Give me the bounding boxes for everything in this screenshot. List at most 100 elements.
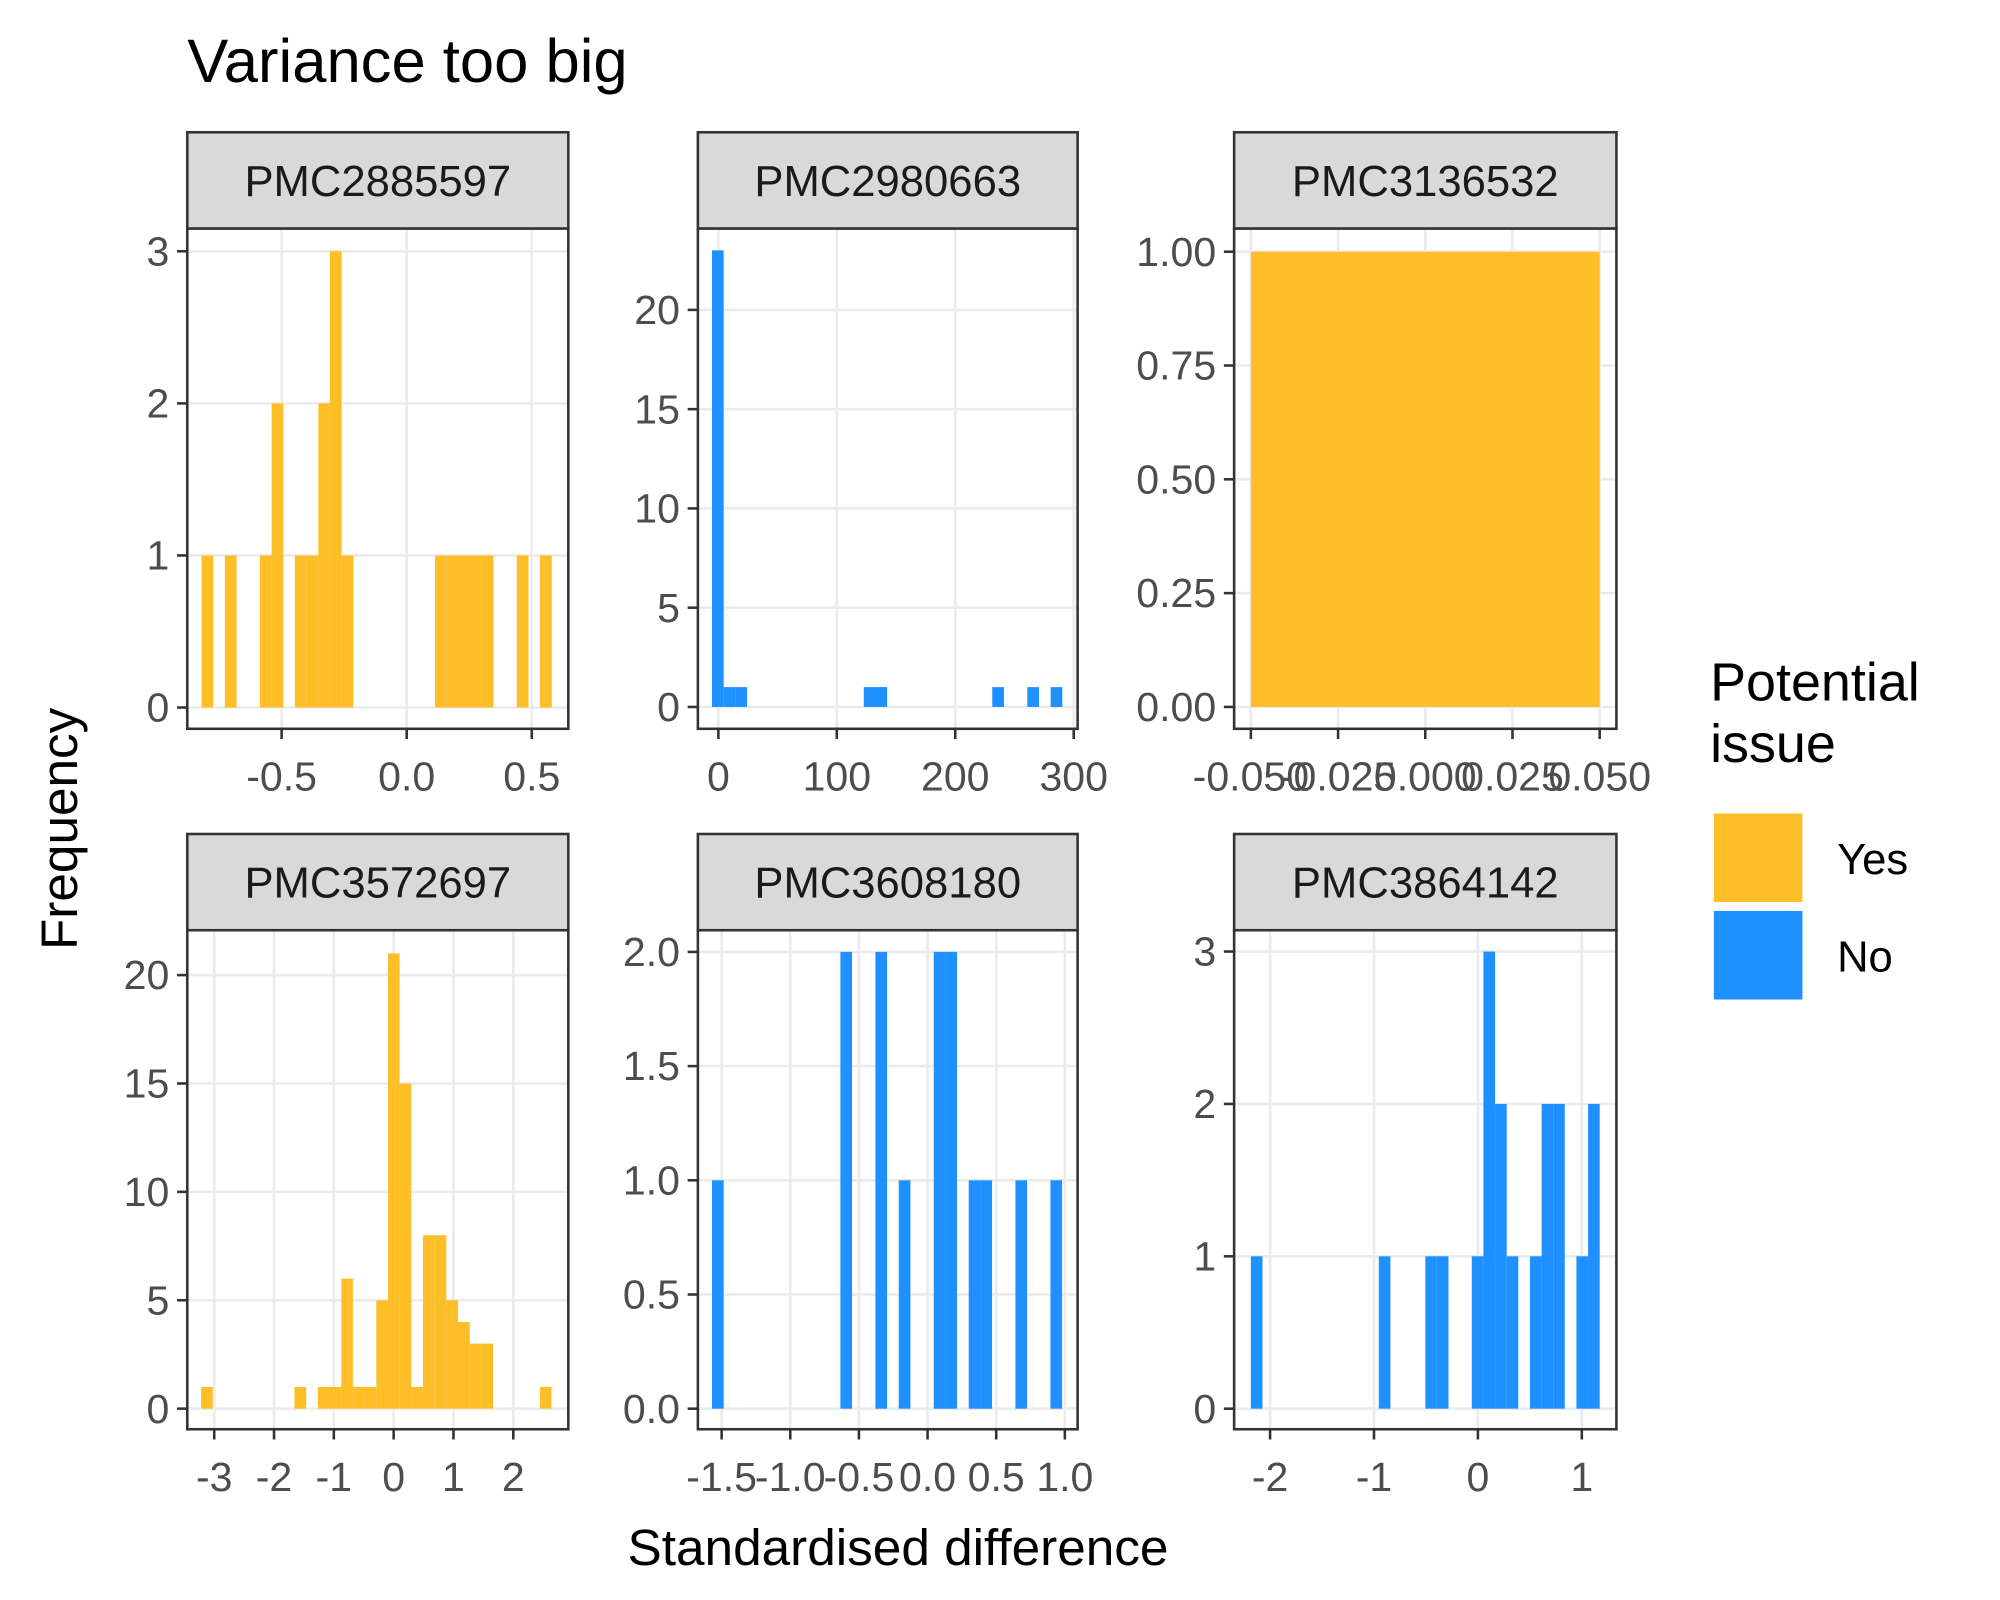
- x-tick-label: 1: [442, 1454, 465, 1500]
- strip-label: PMC2885597: [244, 158, 511, 206]
- x-tick-label: 0.025: [1461, 753, 1564, 799]
- strip-label: PMC3572697: [244, 859, 511, 907]
- bar: [224, 555, 237, 708]
- bar: [980, 1180, 993, 1409]
- bar: [1576, 1256, 1589, 1409]
- bar: [364, 1386, 377, 1409]
- bar: [1050, 687, 1063, 707]
- bar: [1015, 1180, 1028, 1409]
- bar: [712, 1180, 724, 1409]
- bar: [294, 555, 307, 708]
- x-tick-label: 0.5: [968, 1454, 1025, 1500]
- y-tick-label: 5: [657, 585, 680, 631]
- bar: [1050, 1180, 1063, 1409]
- y-tick-label: 3: [1193, 929, 1216, 975]
- y-tick-label: 0.25: [1136, 570, 1216, 616]
- panel-background: [697, 228, 1078, 729]
- strip-label: PMC3136532: [1292, 158, 1559, 206]
- bar: [259, 555, 272, 708]
- bar: [1541, 1103, 1554, 1409]
- bar: [516, 555, 529, 708]
- x-tick-label: 0.5: [503, 753, 560, 799]
- x-tick-label: 1: [1570, 1454, 1593, 1500]
- bar: [1425, 1256, 1437, 1409]
- panel-background: [187, 228, 569, 729]
- x-tick-label: -2: [1252, 1454, 1289, 1500]
- strip: [186, 832, 570, 932]
- strip: [186, 130, 570, 230]
- y-tick-label: 2: [146, 380, 169, 426]
- bar: [446, 555, 459, 708]
- bar: [1027, 687, 1039, 707]
- x-tick-label: -2: [256, 1454, 292, 1500]
- x-tick-label: -1.5: [686, 1454, 757, 1500]
- bar: [329, 251, 342, 708]
- y-tick-label: 0: [146, 1386, 169, 1432]
- x-tick-label: -0.025: [1280, 753, 1396, 799]
- legend-swatch: [1713, 910, 1803, 1000]
- chart-title: Variance too big: [187, 27, 627, 96]
- bar: [1529, 1256, 1542, 1409]
- y-tick-label: 0.0: [623, 1386, 680, 1432]
- x-tick-label: -1: [316, 1454, 352, 1500]
- bar: [201, 1386, 213, 1409]
- y-tick-label: 1.0: [623, 1157, 680, 1203]
- bar: [423, 1235, 435, 1409]
- bar: [945, 951, 958, 1409]
- x-tick-label: 200: [921, 753, 990, 799]
- bar: [1588, 1103, 1600, 1409]
- legend-label: No: [1837, 933, 1893, 981]
- y-tick-label: 0.75: [1136, 343, 1216, 389]
- x-tick-label: -0.5: [824, 1454, 895, 1500]
- bar: [992, 687, 1004, 707]
- bar: [376, 1300, 388, 1409]
- y-tick-label: 0.5: [623, 1272, 680, 1318]
- bar: [933, 951, 946, 1409]
- bar: [318, 403, 330, 708]
- bar: [1483, 951, 1496, 1409]
- y-tick-label: 2.0: [623, 929, 680, 975]
- x-tick-label: 2: [502, 1454, 525, 1500]
- x-tick-label: -0.5: [246, 753, 317, 799]
- bar: [481, 555, 494, 708]
- legend-swatch: [1713, 813, 1803, 902]
- strip: [1232, 130, 1618, 230]
- y-tick-label: 0.00: [1136, 684, 1216, 730]
- y-tick-label: 0: [657, 684, 680, 730]
- bar: [1378, 1256, 1391, 1409]
- strip: [696, 832, 1079, 932]
- bar: [341, 555, 354, 708]
- strip: [1232, 832, 1618, 932]
- bar: [898, 1180, 911, 1409]
- x-tick-label: -3: [196, 1454, 233, 1500]
- bar: [317, 1386, 330, 1409]
- x-tick-label: 1.0: [1036, 1454, 1093, 1500]
- bar: [863, 687, 876, 707]
- y-tick-label: 1: [1193, 1233, 1216, 1279]
- y-tick-label: 1: [146, 533, 169, 579]
- y-tick-label: 20: [124, 952, 170, 998]
- bar: [1553, 1103, 1565, 1409]
- y-tick-label: 15: [634, 386, 680, 432]
- bar: [434, 1235, 447, 1409]
- x-tick-label: -1: [1356, 1454, 1393, 1500]
- x-tick-label: 0.050: [1548, 753, 1651, 799]
- bar: [329, 1386, 342, 1409]
- bar: [711, 250, 724, 707]
- bar: [306, 555, 319, 708]
- bar: [399, 1083, 412, 1409]
- y-tick-label: 0.50: [1136, 456, 1216, 502]
- strip: [696, 130, 1079, 230]
- y-tick-label: 1.00: [1136, 229, 1216, 275]
- y-tick-label: 1.5: [623, 1043, 680, 1089]
- y-tick-label: 20: [634, 287, 680, 333]
- x-tick-label: 0: [382, 1454, 405, 1500]
- bar: [1250, 1256, 1263, 1409]
- x-tick-label: 0: [707, 753, 730, 799]
- bar: [1506, 1256, 1519, 1409]
- bar: [723, 687, 736, 707]
- x-tick-label: -0.050: [1193, 753, 1309, 799]
- bar: [294, 1386, 307, 1409]
- x-axis-title: Standardised difference: [628, 1519, 1169, 1576]
